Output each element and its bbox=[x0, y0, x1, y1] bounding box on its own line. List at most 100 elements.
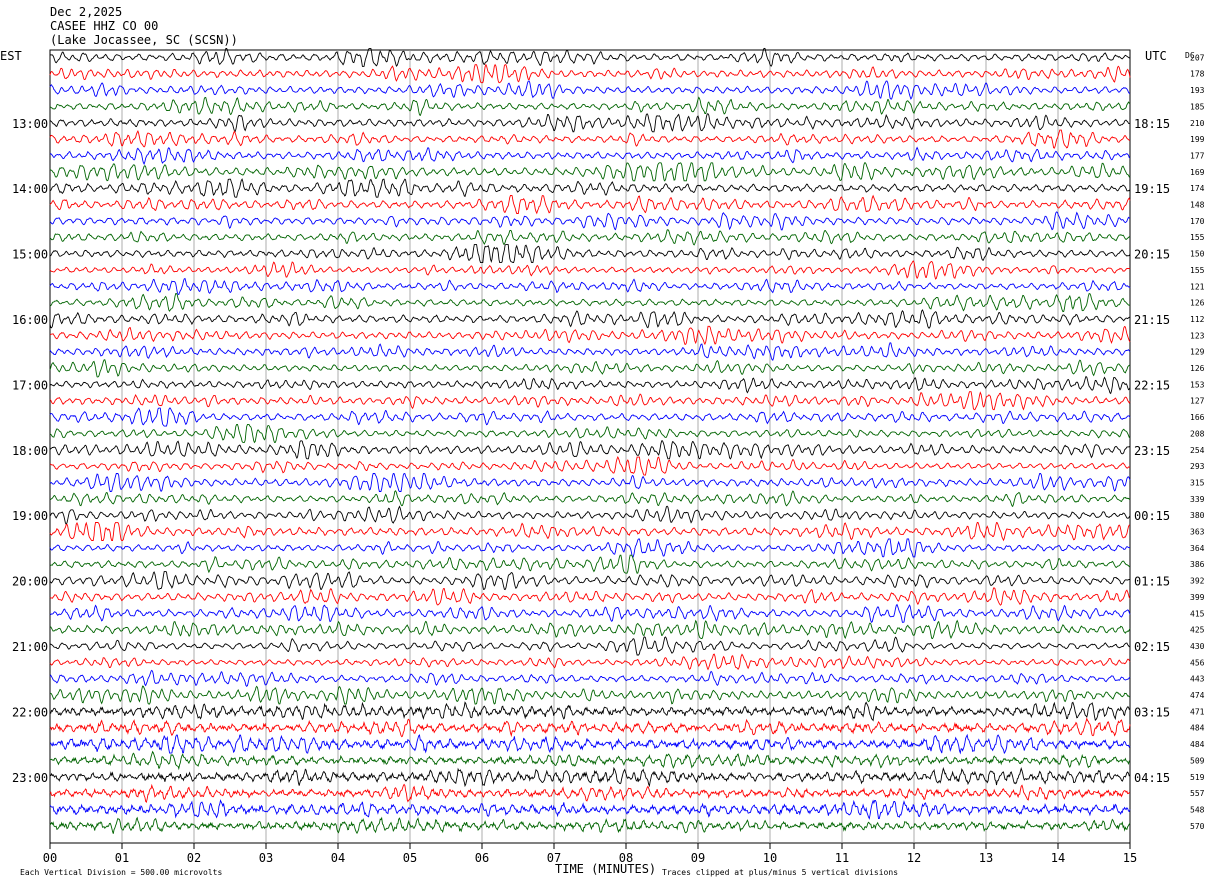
trace-row bbox=[49, 113, 1131, 133]
dc-offset-label: 169 bbox=[1190, 168, 1205, 177]
dc-offset-label: 363 bbox=[1190, 528, 1205, 537]
dc-offset-label: 386 bbox=[1190, 560, 1205, 569]
trace-row bbox=[49, 717, 1131, 738]
right-hour-label: 04:15 bbox=[1134, 771, 1170, 785]
x-tick-label: 06 bbox=[475, 851, 489, 865]
dc-offset-label: 509 bbox=[1190, 756, 1205, 765]
dc-offset-label: 148 bbox=[1190, 201, 1205, 210]
right-hour-label: 00:15 bbox=[1134, 509, 1170, 523]
left-hour-label: 21:00 bbox=[12, 640, 48, 654]
left-hour-label: 13:00 bbox=[12, 117, 48, 131]
x-tick-label: 15 bbox=[1123, 851, 1137, 865]
x-tick-label: 10 bbox=[763, 851, 777, 865]
dc-offset-label: 166 bbox=[1190, 413, 1205, 422]
dc-offset-label: 471 bbox=[1190, 707, 1205, 716]
dc-offset-label: 210 bbox=[1190, 119, 1205, 128]
dc-offset-label: 155 bbox=[1190, 233, 1205, 242]
trace-row bbox=[49, 538, 1131, 558]
dc-offset-label: 456 bbox=[1190, 658, 1205, 667]
x-tick-label: 02 bbox=[187, 851, 201, 865]
footer-clip-note: Traces clipped at plus/minus 5 vertical … bbox=[662, 868, 898, 877]
x-tick-label: 03 bbox=[259, 851, 273, 865]
dc-offset-label: 399 bbox=[1190, 593, 1205, 602]
trace-row bbox=[49, 766, 1131, 788]
left-hour-label: 16:00 bbox=[12, 313, 48, 327]
trace-row bbox=[49, 653, 1131, 671]
left-hour-label: 23:00 bbox=[12, 771, 48, 785]
dc-offset-label: 415 bbox=[1190, 609, 1205, 618]
trace-row bbox=[49, 293, 1131, 313]
trace-row bbox=[49, 375, 1131, 395]
left-hour-label: 17:00 bbox=[12, 378, 48, 392]
x-tick-label: 05 bbox=[403, 851, 417, 865]
trace-row bbox=[49, 211, 1130, 231]
dc-column-header: DC bbox=[1185, 51, 1195, 60]
seismic-traces bbox=[49, 47, 1131, 835]
x-tick-label: 04 bbox=[331, 851, 345, 865]
trace-row bbox=[49, 162, 1131, 182]
station-code: CASEE HHZ CO 00 bbox=[50, 19, 159, 33]
trace-row bbox=[49, 783, 1131, 803]
dc-offset-label: 153 bbox=[1190, 380, 1205, 389]
dc-offset-label: 112 bbox=[1190, 315, 1205, 324]
trace-row bbox=[49, 669, 1131, 687]
trace-row bbox=[49, 490, 1131, 508]
dc-offset-label: 293 bbox=[1190, 462, 1205, 471]
trace-row bbox=[50, 685, 1131, 705]
trace-row bbox=[49, 423, 1131, 444]
trace-row bbox=[49, 146, 1131, 166]
dc-offset-label: 199 bbox=[1190, 135, 1205, 144]
trace-row bbox=[49, 359, 1131, 378]
dc-offset-label: 193 bbox=[1190, 86, 1205, 95]
dc-offset-label: 364 bbox=[1190, 544, 1205, 553]
trace-row bbox=[49, 47, 1131, 67]
x-axis-ticks: 00 01 02 03 04 05 06 07 08 09 10 11 12 13 14 15 bbox=[43, 843, 1137, 865]
x-tick-label: 01 bbox=[115, 851, 129, 865]
trace-row bbox=[49, 277, 1131, 295]
x-tick-label: 14 bbox=[1051, 851, 1065, 865]
trace-row bbox=[49, 440, 1131, 460]
trace-row bbox=[49, 636, 1131, 656]
left-hour-label: 20:00 bbox=[12, 575, 48, 589]
dc-offset-label: 185 bbox=[1190, 102, 1205, 111]
dc-offset-label: 170 bbox=[1190, 217, 1205, 226]
dc-offset-label: 254 bbox=[1190, 446, 1205, 455]
dc-offset-labels: 207 178 193 185 210 199 177 169 174 148 170 155 150 1… bbox=[1190, 53, 1205, 830]
dc-offset-label: 121 bbox=[1190, 282, 1205, 291]
trace-row bbox=[49, 309, 1131, 329]
x-tick-label: 12 bbox=[907, 851, 921, 865]
trace-row bbox=[49, 750, 1131, 771]
left-hour-labels: 13:00 14:00 15:00 16:00 17:00 18:00 19:00 20:00… bbox=[12, 117, 48, 785]
right-hour-label: 02:15 bbox=[1134, 640, 1170, 654]
dc-offset-label: 208 bbox=[1190, 429, 1205, 438]
trace-row bbox=[49, 260, 1131, 280]
dc-offset-label: 207 bbox=[1190, 53, 1205, 62]
trace-row bbox=[49, 391, 1131, 411]
right-timezone-label: UTC bbox=[1145, 49, 1167, 63]
dc-offset-label: 392 bbox=[1190, 577, 1205, 586]
right-hour-label: 18:15 bbox=[1134, 117, 1170, 131]
dc-offset-label: 548 bbox=[1190, 805, 1205, 814]
trace-row bbox=[49, 587, 1131, 606]
trace-row bbox=[50, 244, 1131, 264]
x-axis-label: TIME (MINUTES) bbox=[555, 862, 656, 876]
trace-row bbox=[49, 456, 1131, 476]
left-hour-label: 15:00 bbox=[12, 248, 48, 262]
x-tick-label: 13 bbox=[979, 851, 993, 865]
x-tick-label: 09 bbox=[691, 851, 705, 865]
dc-offset-label: 174 bbox=[1190, 184, 1205, 193]
trace-row bbox=[49, 342, 1131, 361]
trace-row bbox=[49, 129, 1131, 149]
dc-offset-label: 339 bbox=[1190, 495, 1205, 504]
trace-row bbox=[49, 521, 1131, 542]
right-hour-label: 19:15 bbox=[1134, 182, 1170, 196]
x-tick-label: 07 bbox=[547, 851, 561, 865]
trace-row bbox=[49, 80, 1131, 100]
dc-offset-label: 127 bbox=[1190, 397, 1205, 406]
dc-offset-label: 178 bbox=[1190, 70, 1205, 79]
dc-offset-label: 129 bbox=[1190, 348, 1205, 357]
right-hour-label: 03:15 bbox=[1134, 705, 1170, 719]
trace-row bbox=[49, 571, 1130, 591]
right-hour-label: 20:15 bbox=[1134, 248, 1170, 262]
